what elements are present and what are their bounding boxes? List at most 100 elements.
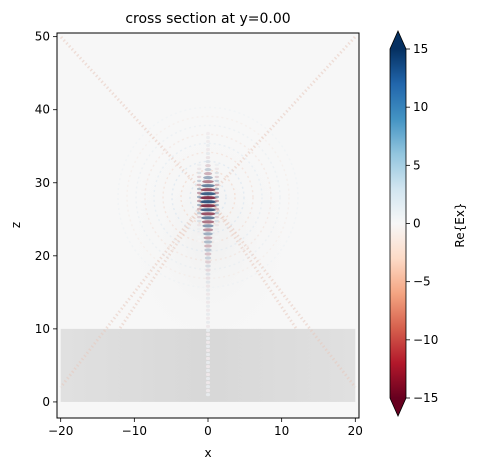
field-lobe xyxy=(205,264,211,268)
field-side-lobe xyxy=(196,223,202,227)
field-ring xyxy=(126,115,290,280)
field-side-lobe xyxy=(214,207,220,211)
field-side-lobe xyxy=(214,187,220,191)
field-lobe xyxy=(199,200,217,204)
field-ray xyxy=(118,196,210,330)
field-lobe xyxy=(204,248,212,252)
field-lobe xyxy=(205,348,211,353)
y-tick-label: 40 xyxy=(35,103,50,117)
field-side-lobe xyxy=(196,235,202,239)
field-lobe xyxy=(205,272,211,276)
field-lobe xyxy=(205,344,211,349)
field-side-lobe xyxy=(196,211,202,215)
x-tick-label: 20 xyxy=(348,424,363,438)
field-side-lobe xyxy=(214,199,220,203)
field-side-lobe xyxy=(196,240,202,243)
field-ray xyxy=(206,35,357,199)
field-lobe xyxy=(205,320,211,324)
field-lobe xyxy=(205,300,211,304)
field-lobe xyxy=(205,364,211,369)
field-lobe xyxy=(205,268,211,272)
colorbar-tick-label: −10 xyxy=(413,333,438,347)
field-side-lobe xyxy=(214,227,220,231)
field-side-lobe xyxy=(196,183,202,187)
field-lobe xyxy=(206,139,210,144)
field-side-lobe xyxy=(214,211,220,215)
field-side-lobe xyxy=(196,163,202,167)
y-tick-label: 20 xyxy=(35,249,50,263)
field-side-lobe xyxy=(196,215,202,219)
field-side-lobe xyxy=(214,183,220,187)
field-lobe xyxy=(205,336,211,340)
field-lobe xyxy=(199,208,217,212)
field-side-lobe xyxy=(214,215,220,219)
field-side-lobe xyxy=(196,227,202,231)
x-axis-label: x xyxy=(204,446,211,460)
y-tick-label: 10 xyxy=(35,322,50,336)
field-lobe xyxy=(205,393,211,397)
colorbar: −15 −10 −5 0 5 10 15 Re{Ex} xyxy=(389,30,467,417)
field-side-lobe xyxy=(214,191,220,195)
field-lobe xyxy=(202,228,214,232)
field-side-lobe xyxy=(196,203,202,207)
field-lobe xyxy=(205,340,211,344)
field-lobe xyxy=(205,155,211,160)
colorbar-tick-label: −15 xyxy=(413,391,438,405)
field-side-lobe xyxy=(214,167,220,171)
field-side-lobe xyxy=(214,195,220,199)
field-lobe xyxy=(205,280,211,284)
colorbar-tick-label: 5 xyxy=(413,158,421,172)
y-axis-label: z xyxy=(9,222,23,228)
field-ring xyxy=(135,124,281,271)
colorbar-label: Re{Ex} xyxy=(453,202,467,247)
field-side-lobe xyxy=(214,219,220,223)
field-lobe xyxy=(203,236,213,240)
field-marks xyxy=(196,131,220,397)
field-lobe xyxy=(206,135,210,140)
colorbar-extend-min xyxy=(390,398,406,416)
field-lobe xyxy=(205,384,211,389)
field-side-lobe xyxy=(214,175,220,179)
x-tick-label: −10 xyxy=(122,424,147,438)
field-lobe xyxy=(204,252,212,256)
field-lobe xyxy=(206,131,210,136)
field-lobe xyxy=(205,376,211,381)
field-side-lobe xyxy=(196,167,202,171)
field-side-lobe xyxy=(196,199,202,203)
field-lobe xyxy=(205,372,211,377)
field-side-lobe xyxy=(214,203,220,207)
field-lobe xyxy=(202,180,214,184)
field-lobe xyxy=(204,244,212,248)
colorbar-body xyxy=(390,49,406,398)
x-axis: −20 −10 0 10 20 xyxy=(48,418,363,438)
field-lobe xyxy=(200,212,216,216)
field-side-lobe xyxy=(196,231,202,235)
field-lobe xyxy=(205,324,211,328)
field-lobe xyxy=(203,172,213,176)
field-lobe xyxy=(205,292,211,296)
colorbar-tick-label: −5 xyxy=(413,275,431,289)
field-lobe xyxy=(205,308,211,312)
field-side-lobe xyxy=(214,240,220,243)
colorbar-tick-label: 0 xyxy=(413,217,421,231)
field-lobe xyxy=(205,316,211,320)
colorbar-tick-label: 15 xyxy=(413,42,428,56)
field-lobe xyxy=(205,163,211,168)
field-lobe xyxy=(205,284,211,288)
x-tick-label: 10 xyxy=(274,424,289,438)
x-tick-label: 0 xyxy=(204,424,212,438)
field-lobe xyxy=(205,328,211,332)
field-haze xyxy=(120,120,300,360)
field-lobe xyxy=(205,380,211,385)
field-lobe xyxy=(204,168,212,172)
plot-area: −20 −10 0 10 20 0 10 20 30 40 50 x z xyxy=(9,30,363,460)
field-lobe xyxy=(199,196,217,200)
field-side-lobe xyxy=(196,195,202,199)
field-lobe xyxy=(205,356,211,361)
colorbar-tick-label: 10 xyxy=(413,100,428,114)
field-lobe xyxy=(206,143,210,148)
field-lobe xyxy=(202,224,214,228)
colorbar-ticks: −15 −10 −5 0 5 10 15 xyxy=(406,42,438,405)
field-ray xyxy=(206,196,357,389)
field-lobe xyxy=(205,304,211,308)
